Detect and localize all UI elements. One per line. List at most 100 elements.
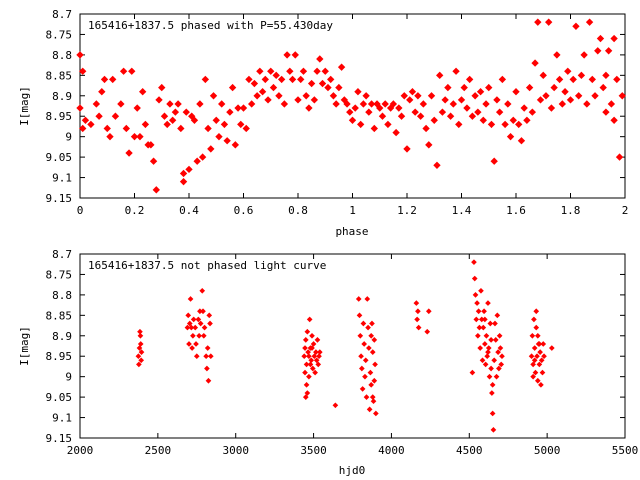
data-point bbox=[483, 332, 490, 339]
data-point bbox=[302, 345, 308, 351]
data-point bbox=[269, 83, 278, 92]
data-point bbox=[358, 353, 364, 360]
y-tick-label: 9 bbox=[65, 131, 72, 144]
data-point bbox=[206, 312, 213, 319]
data-point bbox=[163, 120, 171, 129]
data-point bbox=[370, 398, 377, 405]
data-point bbox=[275, 92, 283, 100]
data-point bbox=[368, 332, 375, 339]
data-point bbox=[119, 67, 128, 75]
data-point bbox=[303, 382, 310, 388]
data-point bbox=[534, 353, 540, 360]
data-point bbox=[204, 365, 210, 372]
data-point bbox=[397, 112, 406, 120]
y-tick-label: 8.75 bbox=[46, 28, 73, 41]
data-point bbox=[303, 361, 310, 368]
data-point bbox=[103, 124, 111, 133]
data-point bbox=[566, 96, 575, 104]
x-tick-label: 4500 bbox=[456, 444, 483, 457]
data-point bbox=[509, 116, 517, 124]
data-point bbox=[133, 104, 141, 112]
data-point bbox=[106, 132, 114, 141]
data-point bbox=[190, 316, 197, 323]
data-point bbox=[226, 108, 234, 116]
data-point bbox=[569, 75, 577, 84]
data-point bbox=[415, 308, 421, 315]
data-point bbox=[485, 349, 491, 355]
data-point bbox=[468, 112, 477, 120]
x-tick-label: 1.2 bbox=[397, 204, 417, 217]
data-point bbox=[117, 100, 125, 108]
data-point bbox=[604, 47, 613, 55]
data-point bbox=[256, 67, 264, 75]
data-point bbox=[313, 67, 321, 75]
data-point bbox=[179, 169, 188, 178]
data-point bbox=[599, 83, 607, 92]
data-point bbox=[395, 104, 403, 112]
data-point bbox=[413, 300, 420, 306]
data-point bbox=[495, 108, 504, 116]
data-point bbox=[304, 328, 311, 335]
data-point bbox=[542, 92, 550, 100]
data-point bbox=[425, 308, 432, 315]
data-point bbox=[136, 345, 143, 351]
data-point bbox=[306, 353, 312, 360]
data-point bbox=[92, 100, 101, 108]
data-point bbox=[591, 92, 599, 100]
data-point bbox=[207, 320, 213, 327]
phased-plot-ylabel: I[mag] bbox=[18, 86, 31, 126]
data-point bbox=[200, 308, 206, 315]
data-point bbox=[234, 104, 242, 112]
data-point bbox=[376, 104, 384, 112]
data-point bbox=[583, 100, 591, 108]
data-point bbox=[381, 100, 389, 108]
data-point bbox=[427, 92, 436, 100]
data-point bbox=[245, 75, 253, 84]
data-point bbox=[498, 75, 507, 84]
x-tick-label: 1.4 bbox=[452, 204, 472, 217]
data-point bbox=[615, 153, 624, 161]
data-point bbox=[188, 324, 195, 331]
data-point bbox=[359, 365, 365, 372]
data-point bbox=[204, 124, 212, 133]
data-point bbox=[419, 100, 428, 108]
data-point bbox=[532, 369, 539, 376]
data-point bbox=[577, 71, 586, 80]
y-tick-label: 8.9 bbox=[52, 90, 72, 103]
unphased-light-curve-plot: 2000 2500 3000 3500 4000 4500 5000 5500 8.7 8.75 8… bbox=[18, 248, 638, 477]
data-point bbox=[533, 308, 540, 315]
data-point bbox=[193, 341, 199, 347]
data-point bbox=[359, 100, 368, 108]
data-point bbox=[305, 104, 313, 112]
data-point bbox=[309, 332, 315, 339]
data-point bbox=[610, 34, 618, 43]
data-point bbox=[494, 312, 501, 319]
data-point bbox=[482, 361, 489, 368]
data-point bbox=[473, 316, 480, 323]
data-point bbox=[490, 157, 498, 165]
data-point bbox=[223, 137, 231, 145]
y-tick-label: 9.05 bbox=[46, 391, 73, 404]
data-point bbox=[197, 320, 204, 327]
data-point bbox=[574, 92, 583, 100]
data-point bbox=[370, 124, 378, 133]
data-point bbox=[545, 18, 553, 26]
data-point bbox=[177, 124, 185, 133]
data-point bbox=[305, 349, 311, 355]
data-point bbox=[512, 88, 520, 96]
data-point bbox=[480, 324, 487, 331]
data-point bbox=[302, 394, 309, 400]
data-point bbox=[363, 394, 370, 400]
data-point bbox=[207, 353, 214, 360]
data-point bbox=[307, 79, 316, 88]
data-point bbox=[291, 51, 299, 59]
data-point bbox=[261, 75, 269, 84]
data-point bbox=[425, 141, 433, 149]
data-point bbox=[283, 51, 291, 59]
x-tick-label: 2000 bbox=[67, 444, 94, 457]
data-point bbox=[580, 51, 588, 59]
data-point bbox=[327, 75, 335, 84]
data-point bbox=[465, 75, 474, 84]
data-point bbox=[356, 312, 363, 319]
data-point bbox=[536, 341, 543, 347]
